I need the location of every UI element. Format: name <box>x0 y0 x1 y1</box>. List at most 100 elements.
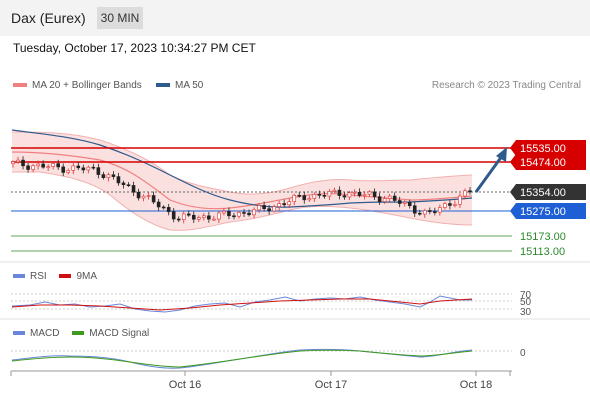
level-tag-15113-label: 15113.00 <box>520 246 565 258</box>
level-tag-15535: 15535.00 <box>510 140 586 156</box>
candle-body <box>176 218 181 221</box>
level-tag-15474-label: 15474.00 <box>520 157 566 169</box>
candle-body <box>212 218 216 221</box>
candle-body <box>81 167 86 171</box>
candle-body <box>317 193 322 196</box>
level-tag-15354-label: 15354.00 <box>520 187 566 199</box>
candle-body <box>332 189 337 192</box>
macd-legend-label: MACD <box>30 328 60 339</box>
candle-body <box>382 198 387 202</box>
ma20-swatch <box>13 83 27 88</box>
candle-body <box>337 189 342 196</box>
candle-body <box>438 207 442 213</box>
candle-body <box>433 211 437 213</box>
candle-body <box>36 163 40 167</box>
rsi-ma-line <box>11 298 473 311</box>
macd-zero-label: 0 <box>520 348 526 359</box>
candle-body <box>191 214 196 220</box>
macd-legend: MACD MACD Signal <box>13 328 149 339</box>
candle-body <box>377 196 382 202</box>
candle-body <box>322 195 327 197</box>
candle-body <box>367 191 372 195</box>
ma50-legend-label: MA 50 <box>175 80 204 91</box>
rsi-level-50-label: 50 <box>520 297 532 308</box>
rsi-ma-swatch <box>59 274 72 279</box>
candle-body <box>297 194 302 197</box>
candle-body <box>106 174 111 178</box>
candle-body <box>357 191 362 196</box>
ma50-legend: MA 50 <box>156 80 203 91</box>
candle-body <box>352 191 357 194</box>
candlestick-series <box>11 156 472 224</box>
candle-body <box>458 195 462 205</box>
candle-body <box>131 185 136 193</box>
bollinger-band <box>12 132 472 231</box>
candle-body <box>468 190 472 193</box>
candle-body <box>116 176 121 184</box>
candle-body <box>217 212 221 220</box>
bollinger-lower-line <box>11 171 473 231</box>
candle-body <box>237 212 241 217</box>
candle-body <box>66 170 71 173</box>
candle-body <box>443 203 447 208</box>
candle-body <box>347 192 352 198</box>
chart-datetime: Tuesday, October 17, 2023 10:34:27 PM CE… <box>13 41 256 55</box>
candle-body <box>262 205 266 209</box>
x-axis-label-oct18: Oct 18 <box>460 379 492 391</box>
candle-body <box>362 193 367 196</box>
level-tag-15275: 15275.00 <box>510 203 586 219</box>
candle-body <box>272 206 276 212</box>
candle-body <box>392 195 397 201</box>
macd-signal-legend-label: MACD Signal <box>89 328 150 339</box>
candle-body <box>407 201 412 207</box>
candle-body <box>26 165 30 170</box>
macd-signal-line <box>11 349 473 368</box>
candle-body <box>91 166 96 169</box>
candle-body <box>86 166 91 171</box>
candle-body <box>161 206 166 209</box>
candle-body <box>61 166 66 173</box>
candle-body <box>141 195 146 199</box>
candle-body <box>51 163 55 167</box>
rsi-ma-legend-label: 9MA <box>76 271 98 282</box>
level-tag-15535-label: 15535.00 <box>520 143 566 155</box>
level-tag-15354: 15354.00 <box>510 184 586 200</box>
candle-body <box>11 161 15 165</box>
candle-body <box>242 212 246 214</box>
candle-body <box>156 201 161 208</box>
candle-body <box>41 163 45 168</box>
candle-body <box>448 203 452 206</box>
candle-body <box>121 182 126 186</box>
candle-body <box>207 215 211 220</box>
candle-body <box>342 195 347 198</box>
candle-body <box>227 210 231 217</box>
forecast-arrow-shaft <box>474 155 504 193</box>
candle-body <box>302 195 307 201</box>
rsi-line <box>11 295 472 313</box>
candle-body <box>181 213 186 220</box>
rsi-level-30-label: 30 <box>520 307 532 318</box>
candle-body <box>412 205 417 214</box>
candle-body <box>186 213 191 216</box>
candle-body <box>287 201 292 206</box>
candle-body <box>397 200 402 204</box>
candle-body <box>463 190 467 197</box>
x-axis-label-oct16: Oct 16 <box>169 379 201 391</box>
candle-body <box>423 210 427 215</box>
candle-body <box>202 215 206 218</box>
candle-body <box>222 210 226 214</box>
level-tag-15275-label: 15275.00 <box>520 206 566 218</box>
candle-body <box>151 195 156 203</box>
candle-body <box>247 212 251 216</box>
forecast-arrow-head <box>496 147 507 162</box>
candle-body <box>76 165 81 169</box>
timeframe-button[interactable]: 30 MIN <box>97 7 143 29</box>
candle-body <box>136 191 141 199</box>
header-bar: Dax (Eurex) 30 MIN <box>0 0 590 36</box>
candle-body <box>252 209 256 216</box>
rsi-swatch <box>13 274 25 279</box>
candle-body <box>197 217 201 220</box>
candle-body <box>307 198 312 201</box>
candle-body <box>372 191 377 197</box>
